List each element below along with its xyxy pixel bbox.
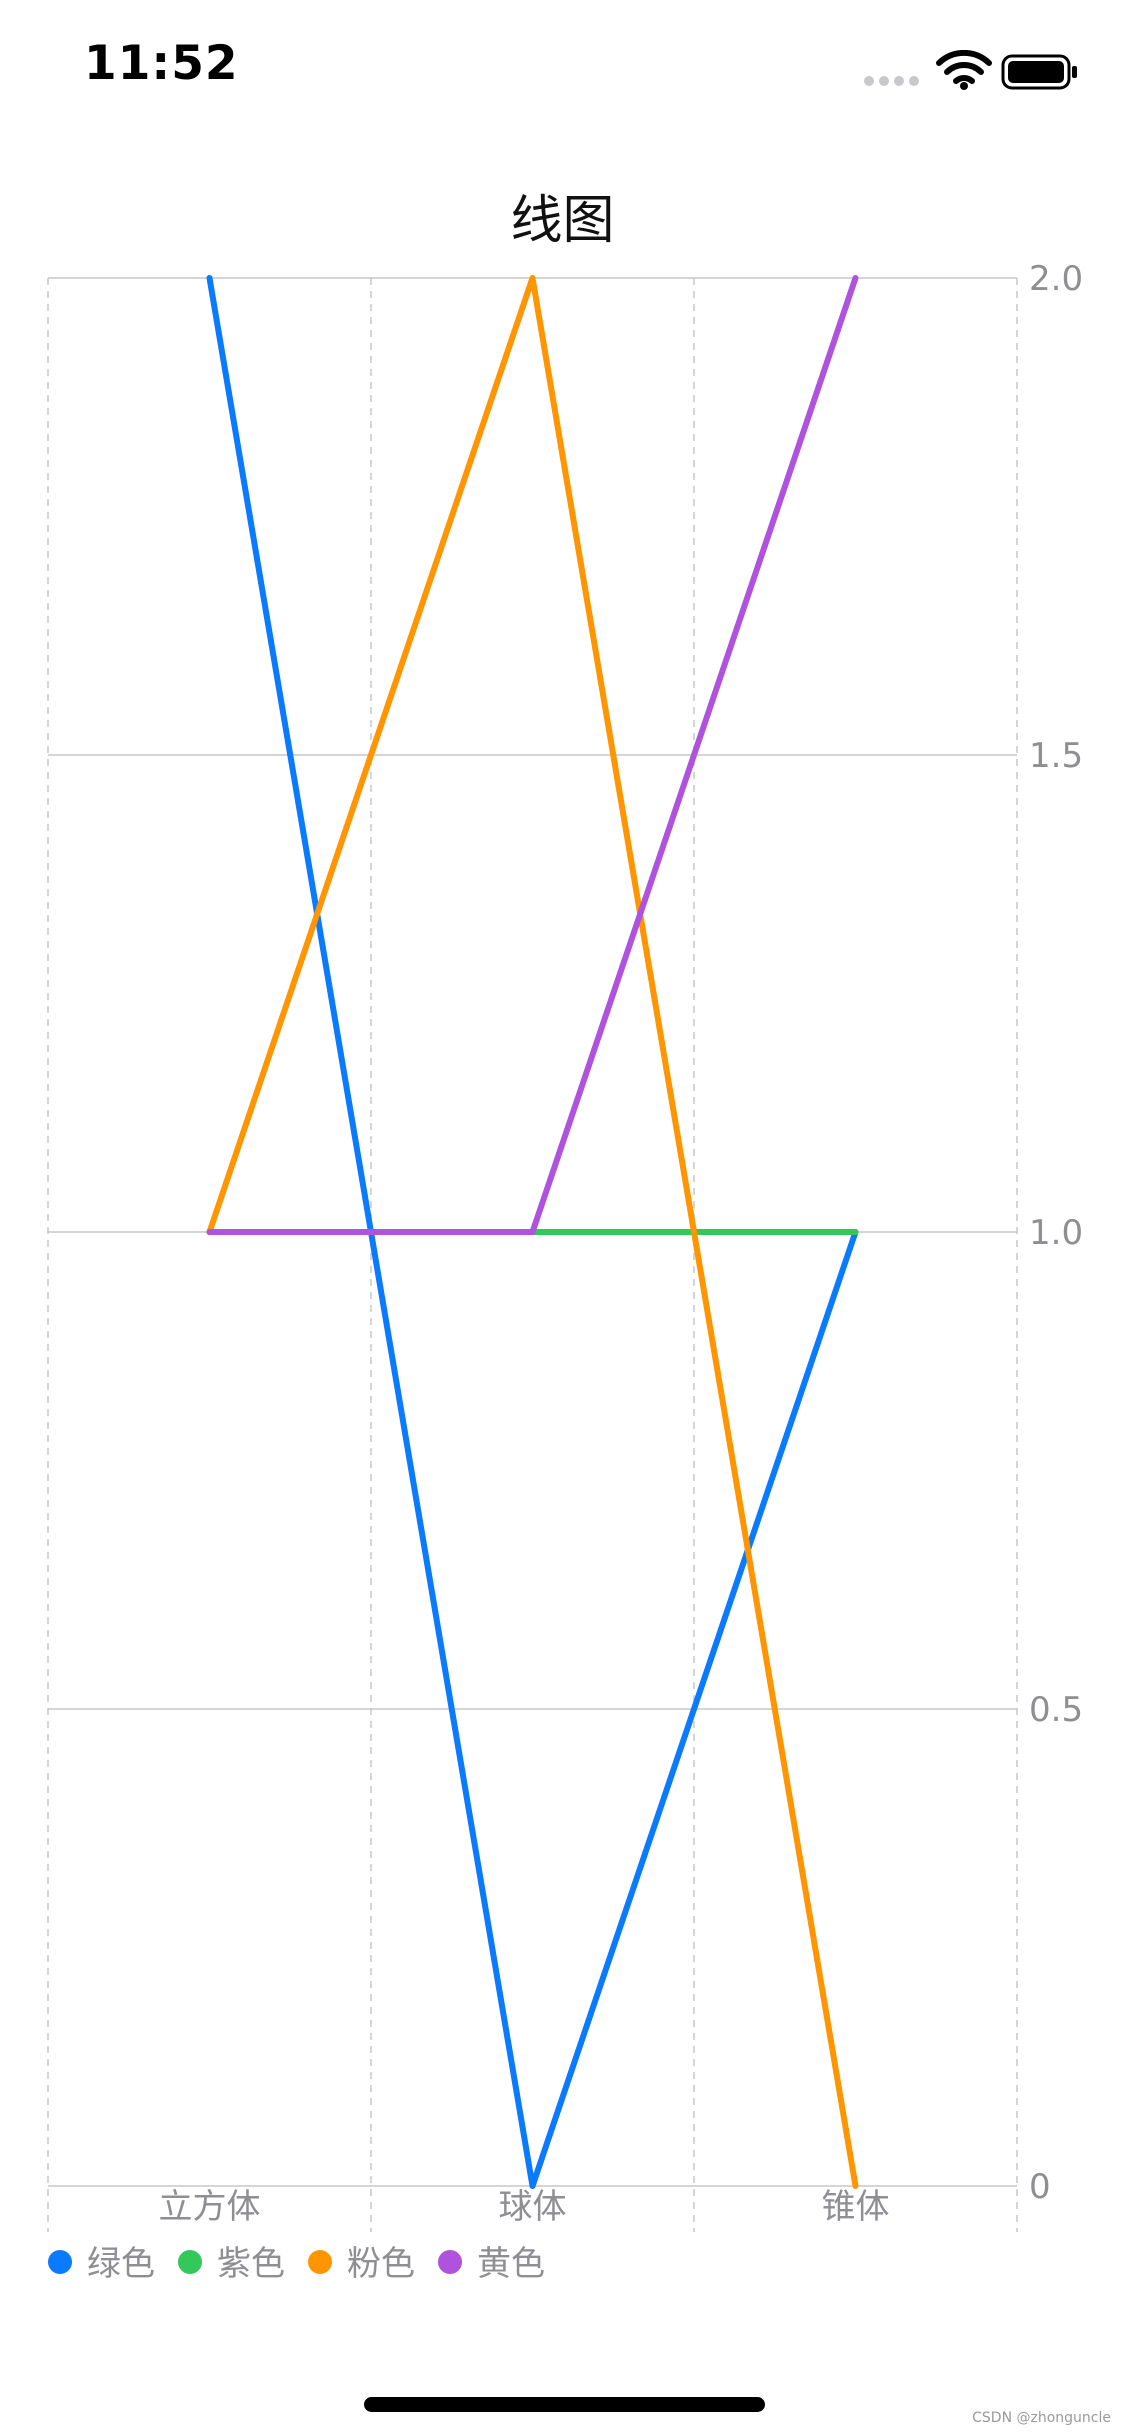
legend-marker [438,2250,462,2274]
x-tick-label: 立方体 [159,2187,261,2227]
y-tick-label: 0.5 [1029,1690,1083,1730]
y-tick-label: 0 [1029,2167,1051,2207]
legend-label: 绿色 [87,2244,155,2284]
legend-label: 黄色 [477,2244,545,2284]
y-tick-label: 1.5 [1029,736,1083,776]
watermark: CSDN @zhonguncle [972,2410,1111,2426]
series-line [206,275,859,1235]
home-indicator[interactable] [364,2397,765,2412]
battery-icon [1001,54,1077,90]
y-tick-label: 1.0 [1029,1213,1083,1253]
x-tick-label: 球体 [499,2187,567,2227]
wifi-dot [960,82,968,90]
x-tick-label: 锥体 [822,2187,890,2227]
status-time: 11:52 [84,36,239,91]
legend-marker [308,2250,332,2274]
legend-marker [48,2250,72,2274]
y-tick-label: 2.0 [1029,259,1083,299]
status-icons [864,50,1077,90]
legend-marker [178,2250,202,2274]
signal-dots-icon [864,76,919,86]
wifi-icon [936,50,992,84]
chart-title: 线图 [510,191,615,251]
legend-label: 粉色 [347,2244,415,2284]
legend-label: 紫色 [217,2244,285,2284]
series-line [206,275,859,2189]
